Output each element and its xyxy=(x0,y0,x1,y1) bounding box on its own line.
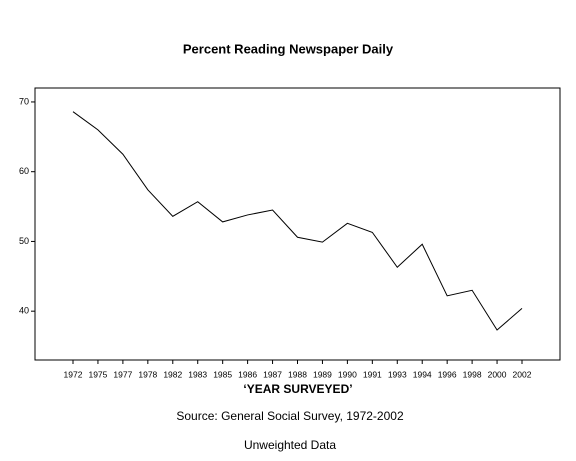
x-tick-label: 2002 xyxy=(513,369,532,379)
x-tick-label: 1982 xyxy=(163,369,182,379)
x-tick-label: 2000 xyxy=(488,369,507,379)
y-tick-label: 40 xyxy=(19,306,29,316)
y-tick-label: 50 xyxy=(19,236,29,246)
x-tick-label: 1977 xyxy=(113,369,132,379)
x-tick-label: 1989 xyxy=(313,369,332,379)
x-tick-label: 1990 xyxy=(338,369,357,379)
chart-title: Percent Reading Newspaper Daily xyxy=(183,41,394,56)
x-tick-label: 1993 xyxy=(388,369,407,379)
x-tick-label: 1986 xyxy=(238,369,257,379)
x-tick-label: 1985 xyxy=(213,369,232,379)
x-tick-label: 1991 xyxy=(363,369,382,379)
x-tick-label: 1987 xyxy=(263,369,282,379)
data-line xyxy=(72,111,523,331)
source-note: Source: General Social Survey, 1972-2002 xyxy=(176,409,404,423)
y-tick-label: 70 xyxy=(19,96,29,106)
y-tick-label: 60 xyxy=(19,166,29,176)
x-tick-label: 1998 xyxy=(463,369,482,379)
x-tick-label: 1975 xyxy=(88,369,107,379)
x-tick-label: 1983 xyxy=(188,369,207,379)
x-tick-label: 1978 xyxy=(138,369,157,379)
data-note: Unweighted Data xyxy=(244,438,336,452)
x-tick-label: 1988 xyxy=(288,369,307,379)
x-tick-label: 1972 xyxy=(64,369,83,379)
x-tick-label: 1996 xyxy=(438,369,457,379)
x-tick-label: 1994 xyxy=(413,369,432,379)
x-axis-label: ‘YEAR SURVEYED’ xyxy=(243,382,352,396)
